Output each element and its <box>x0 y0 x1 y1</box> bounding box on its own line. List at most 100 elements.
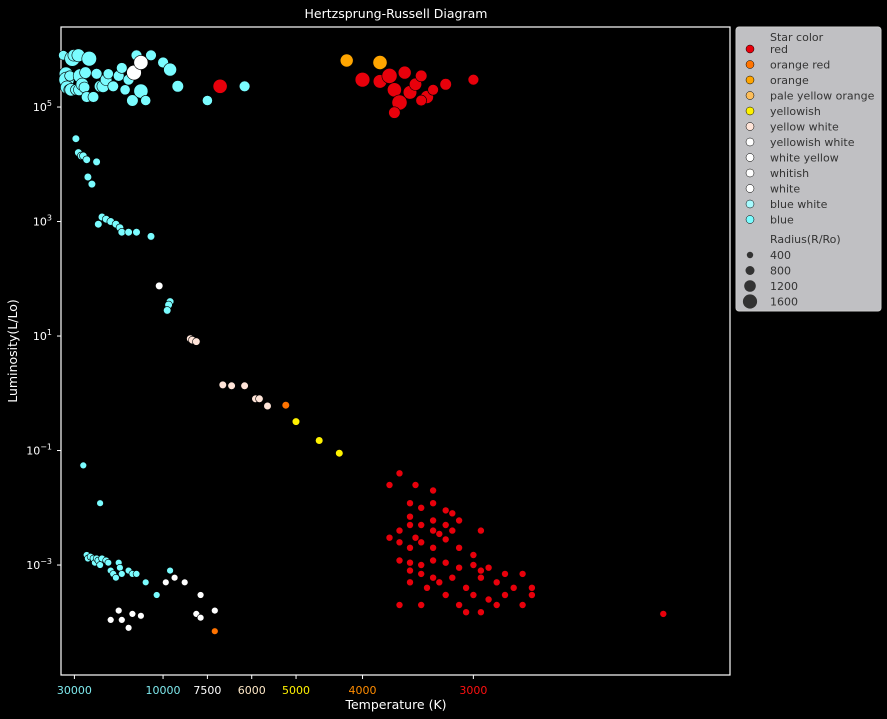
data-point-red <box>385 481 394 489</box>
data-point-red <box>212 78 228 94</box>
data-point-red <box>395 601 404 609</box>
data-point-blue <box>142 578 150 586</box>
data-point-red <box>441 521 450 529</box>
data-point-blue <box>119 84 131 96</box>
data-point-red <box>417 601 426 609</box>
data-point-red <box>455 601 463 609</box>
data-point-blue <box>104 558 113 567</box>
data-point-red <box>462 608 470 617</box>
legend-color-label: blue white <box>770 198 828 211</box>
data-point-red <box>435 578 444 587</box>
x-axis-ticks: 30000 10000 7500 6000 5000 4000 3000 <box>57 675 487 697</box>
data-point-blue <box>79 66 92 79</box>
data-point-blue <box>132 228 141 237</box>
data-point-red <box>385 533 394 542</box>
legend: Star color red orange red orange pale yello… <box>735 26 882 312</box>
data-point-red <box>423 583 431 592</box>
legend-color-marker <box>745 60 755 69</box>
data-point-blue <box>82 155 91 164</box>
x-tick-label: 4000 <box>349 684 377 697</box>
data-point-red <box>441 535 450 544</box>
data-point-red <box>469 561 478 569</box>
data-point-red <box>448 526 457 535</box>
data-point-red <box>518 601 527 609</box>
data-point-red <box>448 573 457 582</box>
data-point-red <box>477 573 485 582</box>
y-tick-label: 103 <box>33 214 52 229</box>
legend-size-marker <box>746 251 754 259</box>
data-point-blue <box>124 228 133 237</box>
data-point-red <box>417 561 426 569</box>
data-point-red <box>492 578 501 587</box>
y-tick-label: 105 <box>33 99 52 114</box>
data-point-blue <box>201 95 213 106</box>
legend-color-marker <box>745 168 755 178</box>
legend-size-marker <box>744 280 756 292</box>
x-axis-label: Temperature (K) <box>344 697 446 712</box>
data-point-blue <box>126 94 139 107</box>
data-point-red <box>659 610 668 618</box>
data-point-red <box>429 573 437 582</box>
data-point-blue <box>90 68 103 80</box>
data-point-blue <box>102 68 114 80</box>
data-point-red <box>455 516 463 525</box>
data-point-yellowish <box>291 417 301 426</box>
data-point-white <box>137 612 145 620</box>
legend-color-label: whitish <box>770 167 809 180</box>
legend-color-marker <box>745 44 755 54</box>
data-point-red <box>417 538 426 547</box>
data-point-red <box>492 601 501 609</box>
x-tick-label: 6000 <box>238 684 266 697</box>
legend-color-title: Star color <box>770 31 824 44</box>
legend-color-marker <box>745 106 755 116</box>
data-point-blue <box>163 62 177 77</box>
data-point-red <box>395 556 404 565</box>
data-point-red <box>477 608 485 617</box>
x-tick-label: 30000 <box>57 684 92 697</box>
y-axis-ticks: 105 103 101 10−1 10−3 <box>26 99 61 572</box>
data-point-blue <box>146 232 156 241</box>
data-point-yellowish <box>315 436 324 445</box>
data-point-red <box>477 526 485 535</box>
data-point-red <box>484 595 493 604</box>
data-point-red <box>395 538 404 547</box>
data-point-red <box>354 71 371 88</box>
data-point-yellow-white <box>263 401 272 411</box>
data-point-red <box>427 84 439 96</box>
chart-title: Hertzsprung-Russell Diagram <box>305 6 488 21</box>
data-point-blue <box>87 180 96 189</box>
data-point-red <box>388 106 401 119</box>
data-point-red <box>477 566 485 575</box>
x-tick-label: 5000 <box>282 684 310 697</box>
legend-color-marker <box>745 122 755 131</box>
legend-size-entries: 400 800 1200 1600 <box>742 249 798 309</box>
legend-color-marker <box>745 153 755 162</box>
data-point-white <box>211 606 219 615</box>
data-point-red <box>455 543 463 552</box>
plot-frame <box>60 26 731 676</box>
data-point-red <box>406 521 414 529</box>
data-point-blue <box>163 306 172 315</box>
legend-size-title: Radius(R/Ro) <box>770 233 841 246</box>
data-point-white <box>162 578 170 586</box>
data-point-red <box>406 558 414 567</box>
data-point-yellow-white <box>218 380 227 390</box>
data-point-white <box>170 573 179 582</box>
legend-size-label: 1200 <box>770 280 798 293</box>
y-tick-label: 10−1 <box>26 443 52 458</box>
data-point-blue <box>166 566 174 575</box>
data-point-red <box>441 591 450 599</box>
data-point-red <box>439 78 452 91</box>
data-point-red <box>415 69 428 82</box>
data-point-blue <box>153 591 161 599</box>
legend-color-label: yellowish white <box>770 136 855 149</box>
x-tick-label: 3000 <box>459 684 487 697</box>
data-points <box>58 48 668 635</box>
data-point-blue <box>96 499 104 507</box>
data-point-yellowish <box>335 449 344 458</box>
data-point-red <box>469 591 478 599</box>
data-point-blue <box>79 461 88 470</box>
data-point-red <box>406 499 414 508</box>
data-point-red <box>435 530 444 538</box>
